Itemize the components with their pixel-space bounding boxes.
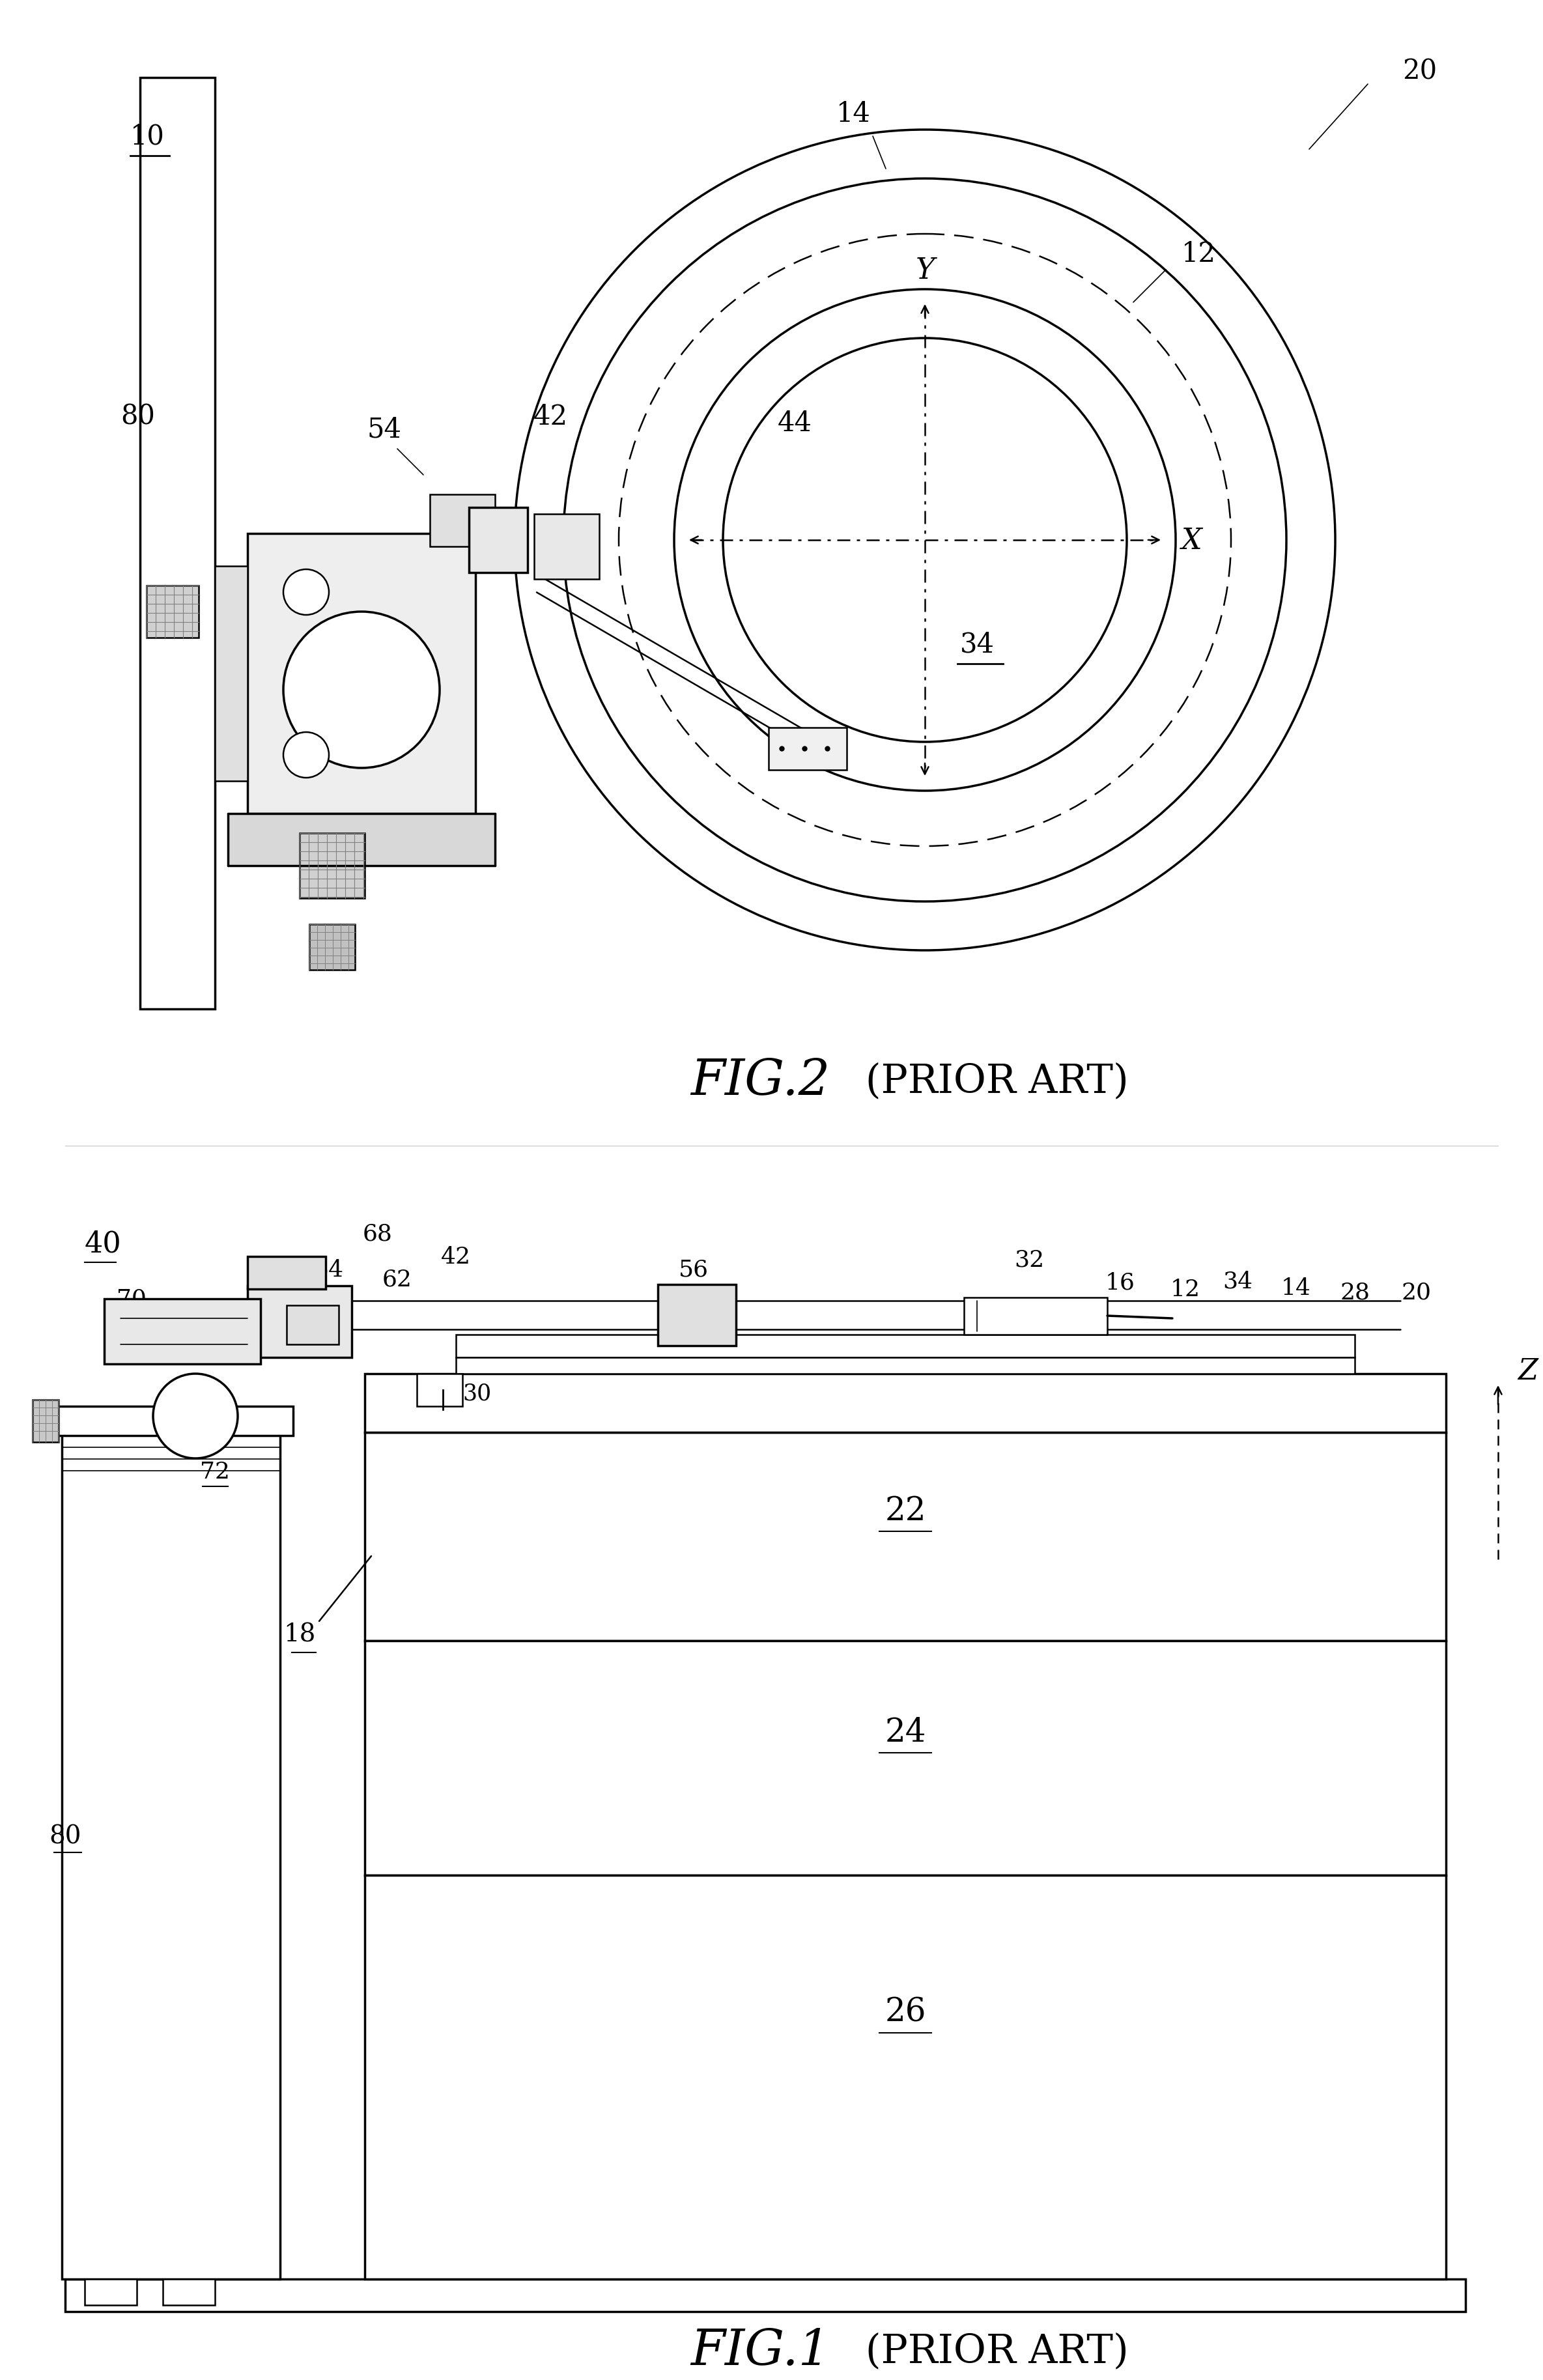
Text: 34: 34 — [960, 631, 994, 659]
Text: 80: 80 — [120, 402, 154, 431]
Text: 24: 24 — [884, 1716, 926, 1749]
Text: 22: 22 — [884, 1495, 926, 1528]
Bar — [310, 926, 355, 971]
Circle shape — [284, 612, 440, 769]
Bar — [147, 585, 199, 638]
Text: 26: 26 — [884, 1997, 926, 2028]
Circle shape — [724, 338, 1126, 743]
Bar — [768, 728, 847, 771]
Bar — [247, 1257, 326, 1290]
Bar — [105, 1299, 261, 1364]
Circle shape — [514, 131, 1335, 950]
Text: Y: Y — [915, 257, 935, 283]
Bar — [32, 1399, 59, 1442]
Text: Z: Z — [1518, 1357, 1538, 1385]
Bar — [85, 2280, 137, 2306]
Text: 12: 12 — [1171, 1278, 1200, 1299]
Bar — [417, 1373, 463, 1407]
Text: 68: 68 — [363, 1223, 393, 1245]
Bar — [164, 2280, 214, 2306]
Bar — [65, 2280, 1466, 2311]
Text: 12: 12 — [1182, 240, 1216, 267]
Text: FIG.1: FIG.1 — [690, 2328, 830, 2375]
Bar — [455, 1335, 1355, 1357]
Bar — [140, 79, 214, 1009]
Text: 70: 70 — [117, 1288, 147, 1309]
Text: 18: 18 — [284, 1623, 316, 1647]
Bar — [62, 1433, 281, 2280]
Bar — [430, 495, 495, 547]
Bar — [247, 533, 475, 814]
Text: 34: 34 — [1222, 1271, 1253, 1292]
Bar — [247, 1285, 352, 1357]
Bar — [657, 1285, 736, 1347]
Text: X: X — [1182, 526, 1202, 555]
Text: 40: 40 — [85, 1230, 122, 1257]
Text: 54: 54 — [313, 1259, 344, 1280]
Text: 20: 20 — [1403, 57, 1437, 86]
Text: 32: 32 — [1014, 1250, 1045, 1271]
Text: 42: 42 — [441, 1245, 471, 1269]
Circle shape — [563, 178, 1287, 902]
Text: 54: 54 — [367, 416, 401, 443]
Bar — [214, 566, 247, 781]
Bar — [287, 1307, 339, 1345]
Bar — [364, 1640, 1446, 1875]
Text: 62: 62 — [383, 1269, 412, 1290]
Text: 56: 56 — [679, 1259, 708, 1280]
Bar — [534, 514, 599, 581]
Bar — [469, 507, 528, 574]
Text: (PRIOR ART): (PRIOR ART) — [841, 1061, 1128, 1100]
Bar — [364, 1373, 1446, 1433]
Text: 30: 30 — [463, 1383, 491, 1404]
Circle shape — [284, 569, 329, 616]
Text: (PRIOR ART): (PRIOR ART) — [841, 2330, 1128, 2370]
Bar — [455, 1357, 1355, 1373]
Text: 60: 60 — [114, 1314, 143, 1335]
Text: 80: 80 — [49, 1823, 82, 1849]
Text: 14: 14 — [1281, 1278, 1312, 1299]
Circle shape — [619, 233, 1231, 847]
Text: 28: 28 — [1339, 1280, 1370, 1304]
Bar — [49, 1407, 293, 1435]
Text: 72: 72 — [201, 1461, 230, 1483]
Text: 14: 14 — [836, 100, 870, 129]
Text: FIG.2: FIG.2 — [690, 1057, 830, 1104]
Polygon shape — [228, 814, 495, 866]
Text: 44: 44 — [778, 409, 812, 438]
Bar — [299, 833, 364, 900]
Circle shape — [284, 733, 329, 778]
Circle shape — [674, 290, 1176, 790]
Circle shape — [153, 1373, 238, 1459]
Text: 10: 10 — [130, 124, 165, 150]
Text: 20: 20 — [1401, 1280, 1432, 1304]
Bar — [364, 1875, 1446, 2280]
Bar — [964, 1297, 1108, 1335]
Text: 42: 42 — [532, 402, 568, 431]
Text: 56: 56 — [543, 526, 577, 555]
Text: 16: 16 — [1105, 1271, 1136, 1295]
Bar — [364, 1433, 1446, 1640]
